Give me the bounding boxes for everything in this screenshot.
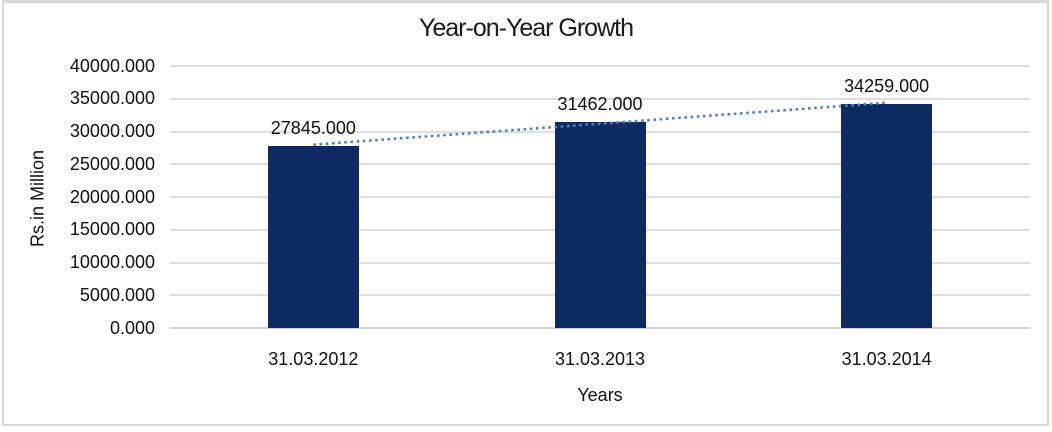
gridline xyxy=(170,327,1030,329)
x-axis-title: Years xyxy=(577,385,623,405)
y-axis-title: Rs.in Million xyxy=(27,149,48,248)
bar-data-label: 27845.000 xyxy=(270,117,356,138)
y-axis-tick-label: 5000.000 xyxy=(79,284,155,305)
y-axis-tick-label: 0.000 xyxy=(109,317,155,338)
x-axis-category-label: 31.03.2013 xyxy=(554,349,646,369)
y-axis-tick-label: 35000.000 xyxy=(69,88,155,109)
y-axis-tick-label: 15000.000 xyxy=(69,219,155,240)
gridline xyxy=(170,97,1030,100)
y-axis-tick-label: 20000.000 xyxy=(69,186,155,207)
gridline xyxy=(170,65,1030,67)
x-axis-category-label: 31.03.2012 xyxy=(268,349,359,369)
y-axis-tick-label: 40000.000 xyxy=(69,55,155,76)
bar xyxy=(841,103,933,328)
y-axis-tick-label: 25000.000 xyxy=(69,153,155,174)
y-axis-tick-label: 30000.000 xyxy=(69,121,155,141)
chart-title: Year-on-Year Growth xyxy=(418,14,634,42)
x-axis-category-label: 31.03.2014 xyxy=(841,349,932,369)
y-axis-tick-label: 10000.000 xyxy=(69,252,155,272)
bar xyxy=(267,145,359,328)
bar xyxy=(554,121,646,328)
bar-data-label: 31462.000 xyxy=(557,93,643,114)
bar-data-label: 34259.000 xyxy=(844,75,930,96)
